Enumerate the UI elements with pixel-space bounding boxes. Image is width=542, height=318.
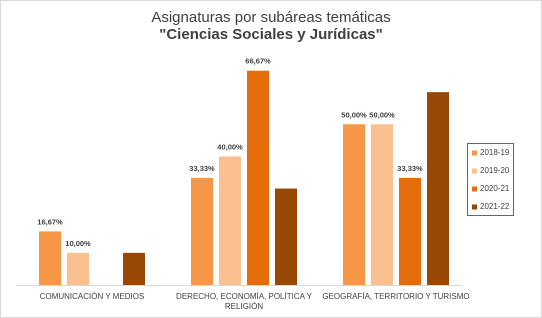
legend-swatch	[472, 186, 477, 192]
x-tick-label: DERECHO, ECONOMÍA, POLÍTICA Y RELIGIÓN	[176, 292, 312, 311]
x-tick-label: GEOGRAFÍA, TERRITORIO Y TURISMO	[322, 292, 470, 301]
bar	[275, 188, 297, 285]
bar	[371, 124, 393, 286]
legend-label: 2019-20	[480, 166, 510, 175]
legend-label: 2020-21	[480, 184, 510, 193]
value-label: 33,33%	[189, 164, 215, 173]
bar	[219, 156, 241, 285]
value-label: 40,00%	[217, 142, 243, 151]
bar	[39, 231, 61, 285]
value-label: 66,67%	[245, 57, 271, 66]
value-label: 50,00%	[369, 110, 395, 119]
legend-label: 2018-19	[480, 148, 510, 157]
chart-subtitle: "Ciencias Sociales y Jurídicas"	[159, 26, 383, 43]
bar	[191, 177, 213, 285]
bar	[247, 70, 269, 285]
bar	[67, 252, 89, 285]
chart-title: Asignaturas por subáreas temáticas	[151, 9, 390, 26]
value-label: 10,00%	[65, 239, 91, 248]
bar	[399, 177, 421, 285]
legend-swatch	[472, 204, 477, 210]
x-tick-label: COMUNICACIÓN Y MEDIOS	[39, 292, 145, 301]
legend-label: 2021-22	[480, 202, 510, 211]
value-label: 50,00%	[341, 110, 367, 119]
legend-box	[467, 143, 514, 216]
bar	[427, 92, 449, 286]
value-label: 33,33%	[397, 164, 423, 173]
legend-swatch	[472, 168, 477, 174]
value-label: 16,67%	[37, 217, 63, 226]
bar	[123, 252, 145, 285]
legend-swatch	[472, 150, 477, 156]
bar	[343, 124, 365, 286]
